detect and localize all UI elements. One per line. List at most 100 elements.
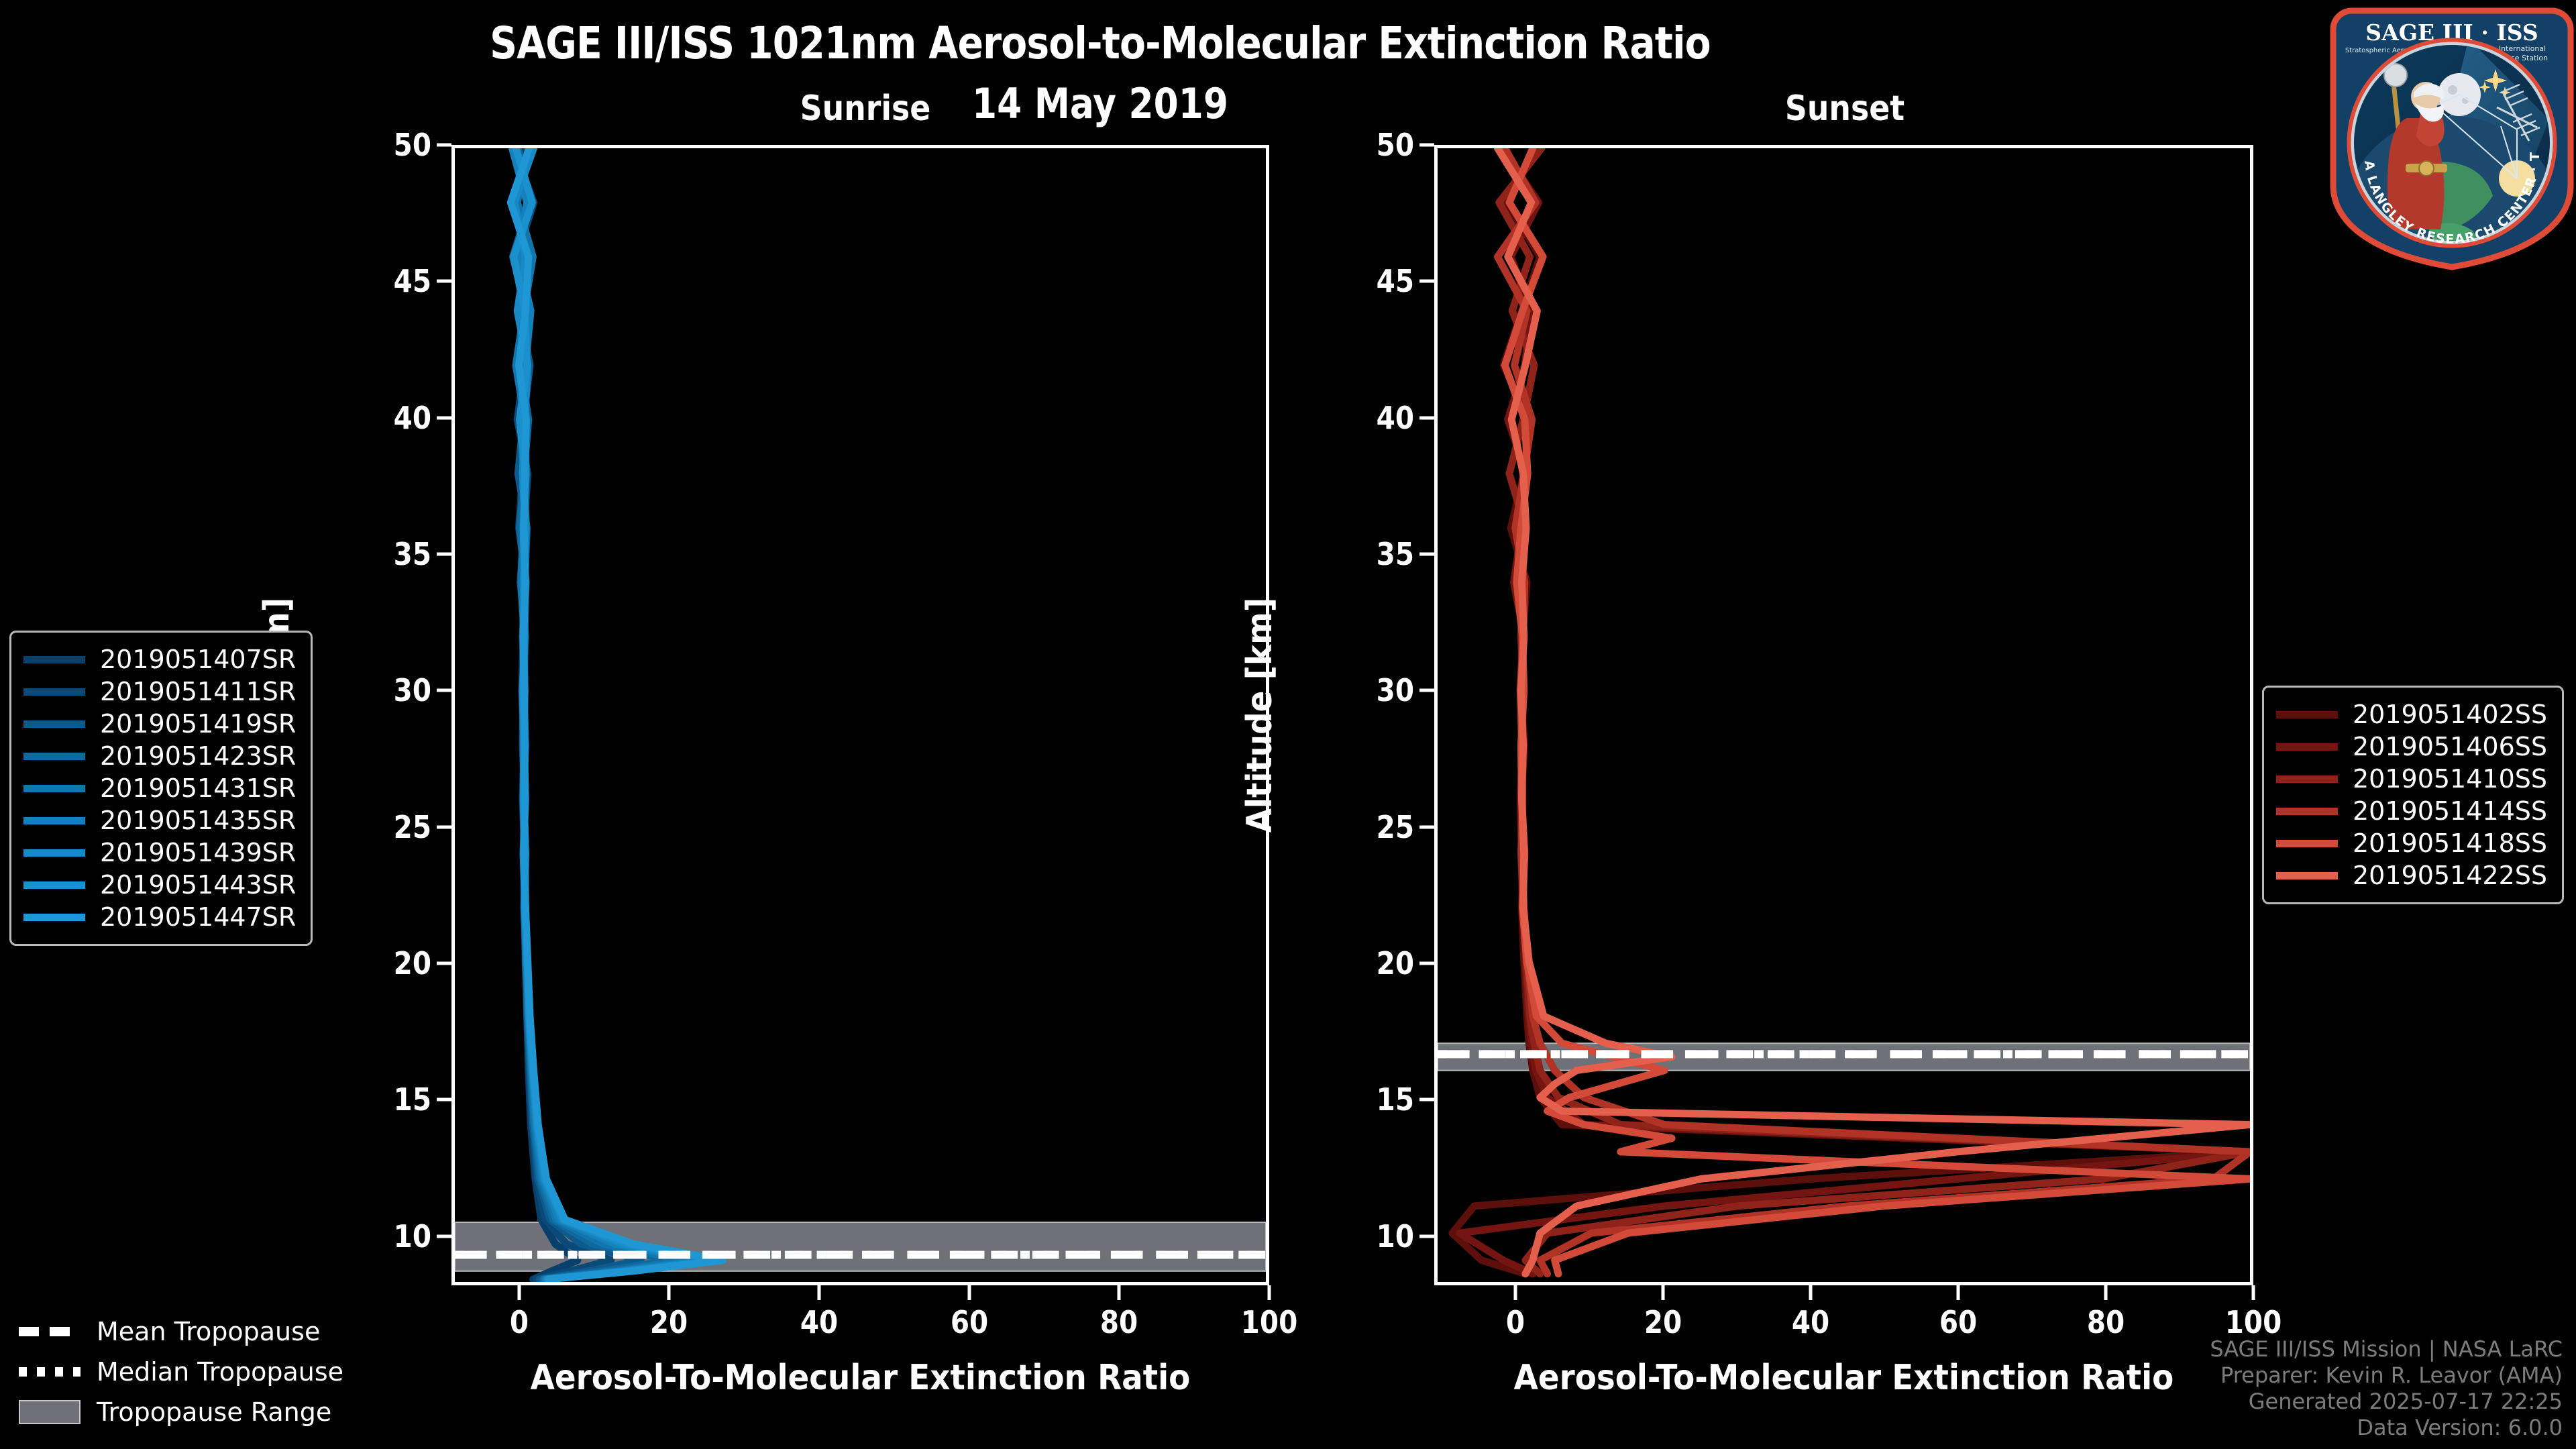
- x-tick-mark: [2104, 1285, 2108, 1300]
- y-tick-mark: [437, 279, 451, 283]
- color-swatch-icon: [2276, 807, 2338, 815]
- x-tick-mark: [817, 1285, 821, 1300]
- patch-outer-ring: [2347, 38, 2557, 248]
- x-tick-label: 100: [2224, 1304, 2282, 1340]
- legend-sunrise-item[interactable]: 2019051431SR: [23, 772, 296, 804]
- legend-sunrise-item[interactable]: 2019051435SR: [23, 804, 296, 837]
- x-tick-label: 60: [950, 1304, 988, 1340]
- y-tick-mark: [437, 825, 451, 829]
- y-tick-mark: [1419, 961, 1434, 965]
- legend-sunset-item[interactable]: 2019051414SS: [2276, 795, 2547, 827]
- legend-sunrise-label: 2019051411SR: [100, 677, 297, 706]
- y-tick-mark: [437, 143, 451, 147]
- legend-sunset-item[interactable]: 2019051422SS: [2276, 859, 2547, 892]
- color-swatch-icon: [23, 752, 85, 760]
- plot-sunset: [1434, 145, 2253, 1285]
- legend-item-median-tropopause: Median Tropopause: [19, 1352, 343, 1392]
- x-axis-label-sunrise: Aerosol-To-Molecular Extinction Ratio: [530, 1358, 1191, 1398]
- x-tick-label: 40: [800, 1304, 839, 1340]
- panel-title-sunrise: Sunrise: [800, 89, 931, 129]
- color-swatch-icon: [23, 655, 85, 663]
- color-swatch-icon: [2276, 710, 2338, 718]
- series-line: [512, 148, 690, 1282]
- x-tick-mark: [517, 1285, 521, 1300]
- x-tick-mark: [967, 1285, 971, 1300]
- credits-preparer: Preparer: Kevin R. Leavor (AMA): [2220, 1362, 2563, 1388]
- color-swatch-icon: [23, 881, 85, 889]
- y-tick-label: 35: [393, 536, 431, 573]
- legend-sunrise-label: 2019051443SR: [100, 870, 297, 900]
- legend-tropopause: Mean Tropopause Median Tropopause Tropop…: [19, 1311, 343, 1432]
- x-tick-mark: [1809, 1285, 1813, 1300]
- legend-sunset-label: 2019051410SS: [2353, 764, 2548, 794]
- x-tick-label: 20: [1644, 1304, 1682, 1340]
- series-line: [511, 148, 716, 1282]
- legend-sunset[interactable]: 2019051402SS 2019051406SS 2019051410SS 2019…: [2262, 686, 2565, 904]
- legend-label-median-tropopause: Median Tropopause: [97, 1357, 343, 1387]
- y-tick-label: 30: [393, 672, 431, 709]
- y-axis-label-sunset: Altitude [km]: [1240, 597, 1280, 833]
- x-tick-label: 80: [1100, 1304, 1138, 1340]
- color-swatch-icon: [23, 913, 85, 921]
- legend-sunrise-label: 2019051447SR: [100, 902, 297, 932]
- y-tick-mark: [1419, 1097, 1434, 1102]
- date-subtitle: 14 May 2019: [972, 79, 1228, 128]
- y-tick-mark: [1419, 143, 1434, 147]
- legend-sunset-label: 2019051414SS: [2353, 796, 2548, 826]
- y-tick-mark: [437, 416, 451, 420]
- x-tick-mark: [1661, 1285, 1665, 1300]
- x-tick-label: 0: [509, 1304, 529, 1340]
- x-tick-label: 0: [1505, 1304, 1525, 1340]
- x-tick-label: 60: [1939, 1304, 1978, 1340]
- y-tick-mark: [1419, 825, 1434, 829]
- y-tick-label: 15: [1376, 1081, 1414, 1118]
- legend-sunrise-label: 2019051431SR: [100, 773, 297, 803]
- color-swatch-icon: [2276, 839, 2338, 847]
- legend-item-mean-tropopause: Mean Tropopause: [19, 1311, 343, 1352]
- legend-sunset-item[interactable]: 2019051410SS: [2276, 763, 2547, 795]
- x-axis-label-sunset: Aerosol-To-Molecular Extinction Ratio: [1513, 1358, 2174, 1398]
- plot-area-sunrise: [455, 148, 1266, 1282]
- credits-data-version: Data Version: 6.0.0: [2357, 1414, 2563, 1440]
- legend-sunrise[interactable]: 2019051407SR 2019051411SR 2019051419SR 2019…: [9, 631, 313, 946]
- y-tick-label: 15: [393, 1081, 431, 1118]
- color-swatch-icon: [2276, 871, 2338, 879]
- legend-sunrise-item[interactable]: 2019051407SR: [23, 643, 296, 676]
- legend-sunrise-item[interactable]: 2019051443SR: [23, 869, 296, 901]
- x-tick-label: 100: [1240, 1304, 1298, 1340]
- band-swatch-icon: [19, 1400, 80, 1424]
- legend-label-mean-tropopause: Mean Tropopause: [97, 1317, 321, 1346]
- credits-generated: Generated 2025-07-17 22:25: [2248, 1388, 2563, 1414]
- legend-sunrise-item[interactable]: 2019051447SR: [23, 901, 296, 933]
- color-swatch-icon: [23, 720, 85, 728]
- y-tick-mark: [437, 688, 451, 692]
- legend-sunset-label: 2019051418SS: [2353, 828, 2548, 858]
- legend-sunrise-item[interactable]: 2019051439SR: [23, 837, 296, 869]
- legend-sunrise-item[interactable]: 2019051423SR: [23, 740, 296, 772]
- legend-sunrise-item[interactable]: 2019051419SR: [23, 708, 296, 740]
- legend-sunset-label: 2019051406SS: [2353, 732, 2548, 761]
- patch-iss-icon: [2496, 83, 2540, 142]
- y-tick-label: 35: [1376, 536, 1414, 573]
- x-tick-mark: [667, 1285, 671, 1300]
- legend-sunset-item[interactable]: 2019051402SS: [2276, 698, 2547, 731]
- y-tick-label: 20: [393, 945, 431, 982]
- y-tick-mark: [1419, 552, 1434, 556]
- y-tick-label: 25: [1376, 808, 1414, 845]
- plot-sunrise: [451, 145, 1269, 1285]
- legend-sunrise-item[interactable]: 2019051411SR: [23, 676, 296, 708]
- sage-iii-iss-mission-patch-logo: SAGE III · ISS Stratospheric Aerosol and…: [2328, 5, 2574, 270]
- dotted-line-icon: [19, 1367, 80, 1377]
- y-tick-label: 20: [1376, 945, 1414, 982]
- color-swatch-icon: [2276, 743, 2338, 751]
- y-tick-mark: [1419, 1234, 1434, 1238]
- y-tick-label: 45: [1376, 263, 1414, 300]
- x-tick-label: 80: [2086, 1304, 2125, 1340]
- legend-sunset-item[interactable]: 2019051406SS: [2276, 731, 2547, 763]
- legend-sunset-item[interactable]: 2019051418SS: [2276, 827, 2547, 859]
- legend-sunset-label: 2019051422SS: [2353, 861, 2548, 890]
- patch-stars: [2479, 69, 2511, 99]
- color-swatch-icon: [2276, 775, 2338, 783]
- x-tick-mark: [1513, 1285, 1517, 1300]
